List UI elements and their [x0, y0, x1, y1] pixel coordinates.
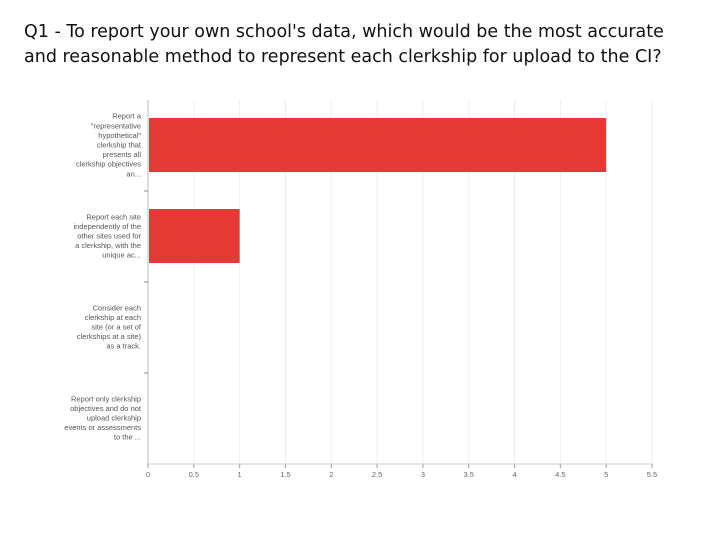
category-label-line: as a track. [106, 342, 141, 351]
tick-labels: 0 0.5 1 1.5 2 2.5 3 3.5 4 4.5 5 5.5 [146, 470, 657, 479]
category-labels: Report a "representative hypothetical" cler… [64, 112, 142, 442]
x-tick-label: 5.5 [647, 470, 657, 479]
category-label-line: "representative [91, 121, 141, 130]
category-label-line: an... [126, 169, 141, 178]
x-tick-label: 0 [146, 470, 150, 479]
bars [149, 118, 607, 263]
category-label-line: to the ... [114, 433, 141, 442]
category-label: Report a "representative hypothetical" cler… [76, 112, 142, 179]
x-tick-label: 1.5 [280, 470, 290, 479]
x-tick-label: 3 [421, 470, 425, 479]
category-label-line: other sites used for [77, 232, 141, 241]
category-label-line: clerkship that [97, 141, 142, 150]
category-label-line: unique ac... [102, 251, 141, 260]
category-label-line: Report only clerkship [71, 394, 141, 403]
category-label-line: presents all [103, 150, 142, 159]
category-label-line: events or assessments [64, 423, 141, 432]
category-label: Report each site independently of the othe… [73, 212, 141, 259]
category-label-line: a clerkship, with the [75, 241, 141, 250]
bar [149, 118, 607, 172]
category-label: Consider each clerkship at each site (or a… [77, 303, 142, 350]
x-tick-label: 2 [329, 470, 333, 479]
category-label-line: objectives and do not [70, 404, 142, 413]
category-label: Report only clerkship objectives and do n… [64, 394, 142, 441]
x-tick-label: 2.5 [372, 470, 382, 479]
category-label-line: site (or a set of [91, 323, 142, 332]
x-tick-label: 0.5 [189, 470, 199, 479]
category-label-line: independently of the [73, 222, 141, 231]
slide-title: Q1 - To report your own school's data, w… [24, 22, 664, 67]
category-label-line: upload clerkship [87, 414, 141, 423]
bar [149, 209, 240, 263]
axes [144, 100, 653, 468]
x-tick-label: 5 [604, 470, 608, 479]
x-tick-label: 4.5 [555, 470, 565, 479]
category-label-line: clerkship at each [85, 313, 141, 322]
category-label-line: clerkship objectives [76, 160, 141, 169]
x-tick-label: 1 [238, 470, 242, 479]
category-label-line: Report a [112, 112, 142, 121]
x-tick-label: 4 [512, 470, 516, 479]
category-label-line: Report each site [86, 212, 141, 221]
category-label-line: hypothetical" [98, 131, 141, 140]
category-label-line: clerkships at a site) [77, 332, 142, 341]
category-label-line: Consider each [93, 303, 141, 312]
x-tick-label: 3.5 [464, 470, 474, 479]
